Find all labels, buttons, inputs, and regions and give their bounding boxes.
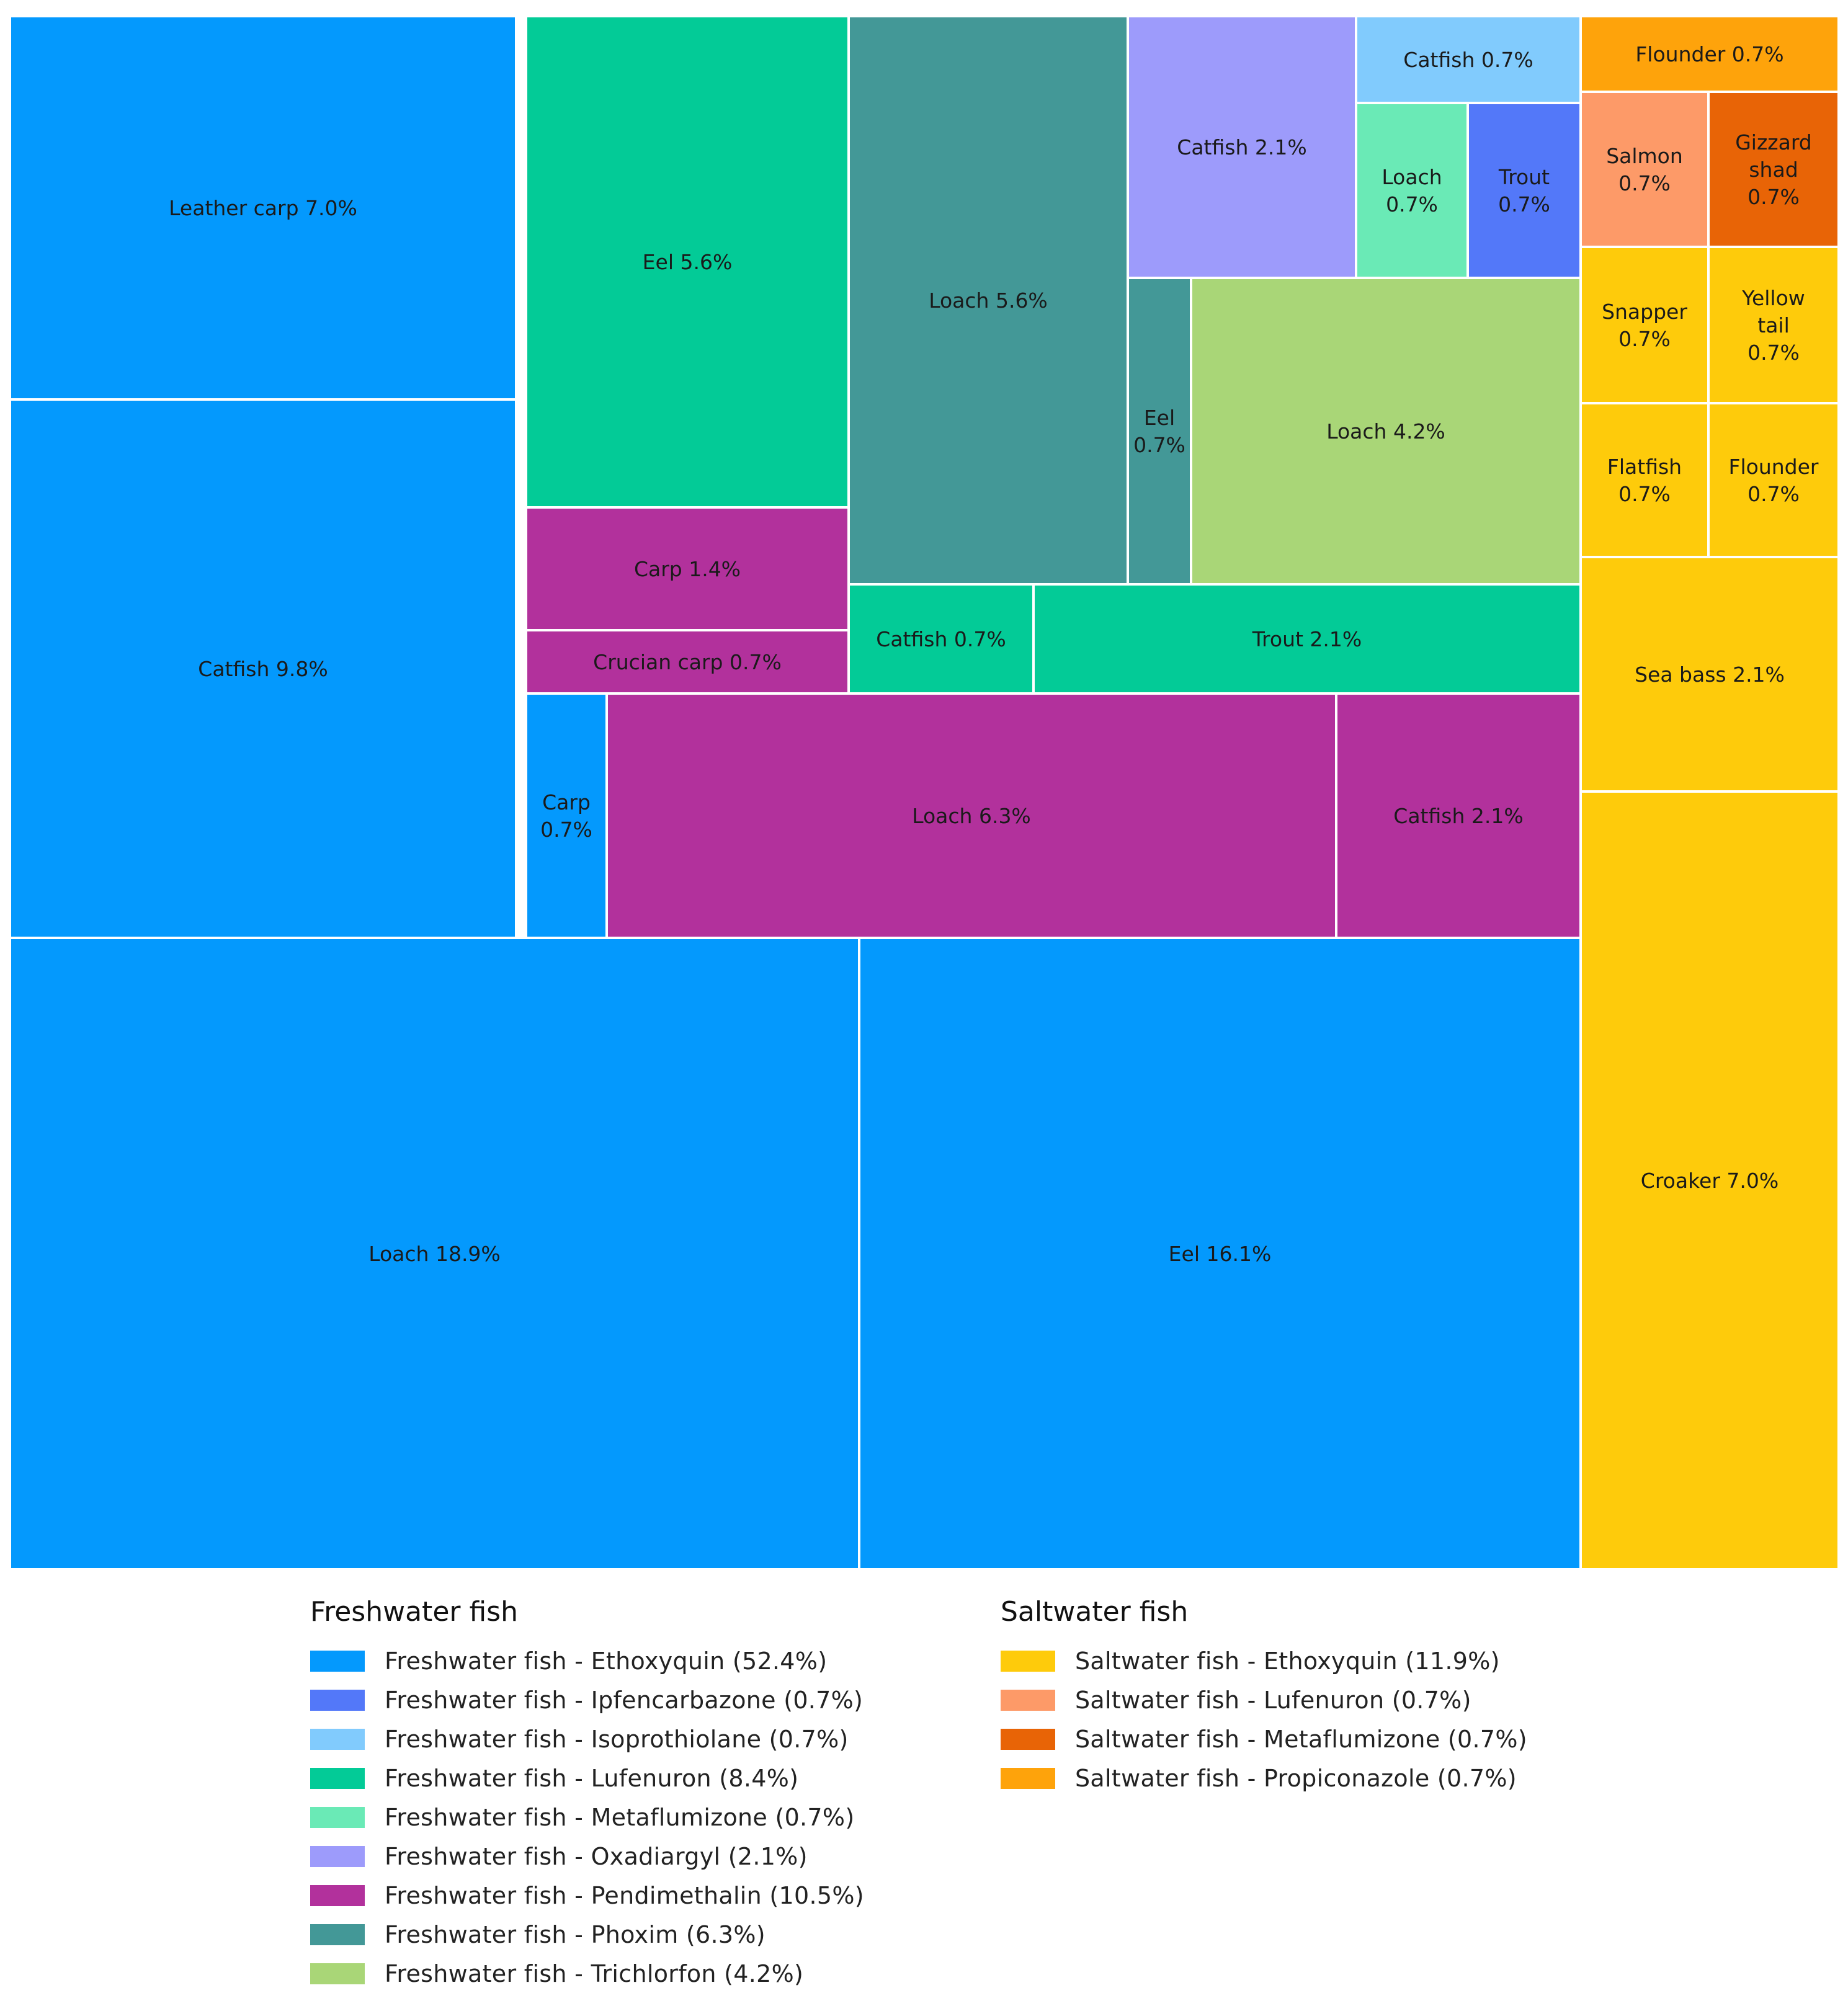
treemap-label-freshwater-fish-phoxim-loach: Loach 5.6% (929, 288, 1048, 313)
legend-item-fw-ipfencarbazone[interactable]: Freshwater fish - Ipfencarbazone (0.7%) (310, 1680, 864, 1719)
treemap-tile-freshwater-fish-metaflumizone-loach (1355, 102, 1469, 279)
treemap-label-saltwater-fish-ethoxyquin-snapper: Snapper 0.7% (1602, 300, 1687, 351)
treemap-tile-saltwater-fish-metaflumizone-gizzard-shad (1707, 91, 1840, 248)
treemap-tile-saltwater-fish-ethoxyquin-yellow-tail (1707, 246, 1840, 404)
legend-swatch (310, 1806, 365, 1828)
treemap-tile-saltwater-fish-ethoxyquin-flounder (1707, 402, 1840, 558)
treemap-label-freshwater-fish-pendimethalin-catfish: Catfish 2.1% (1393, 804, 1523, 828)
treemap-tile-freshwater-fish-lufenuron-catfish (847, 583, 1035, 695)
legend-item-fw-phoxim[interactable]: Freshwater fish - Phoxim (6.3%) (310, 1915, 864, 1954)
treemap-tile-freshwater-fish-ethoxyquin-leather-carp (9, 15, 517, 401)
treemap-label-saltwater-fish-ethoxyquin-flatfish: Flatfish 0.7% (1607, 455, 1682, 506)
legend-label: Freshwater fish - Isoprothiolane (0.7%) (385, 1725, 849, 1753)
legend-label: Freshwater fish - Ipfencarbazone (0.7%) (385, 1686, 864, 1714)
treemap-label-freshwater-fish-trichlorfon-loach: Loach 4.2% (1326, 419, 1445, 444)
treemap-tile-freshwater-fish-ethoxyquin-carp (525, 692, 608, 939)
legend-title-freshwater: Freshwater fish (310, 1596, 518, 1628)
treemap-label-freshwater-fish-ethoxyquin-carp: Carp 0.7% (540, 790, 592, 842)
legend-item-fw-pendimethalin[interactable]: Freshwater fish - Pendimethalin (10.5%) (310, 1876, 864, 1915)
treemap-tile-freshwater-fish-phoxim-eel (1127, 277, 1192, 586)
legend-label: Saltwater fish - Propiconazole (0.7%) (1075, 1764, 1517, 1792)
treemap-tile-freshwater-fish-pendimethalin-carp (525, 506, 850, 631)
legend-item-sw-metaflumizone[interactable]: Saltwater fish - Metaflumizone (0.7%) (1001, 1719, 1527, 1759)
treemap-tile-freshwater-fish-pendimethalin-loach (605, 692, 1337, 939)
legend-swatch (310, 1767, 365, 1789)
treemap-label-freshwater-fish-pendimethalin-crucian-carp: Crucian carp 0.7% (593, 650, 782, 674)
treemap-tile-saltwater-fish-ethoxyquin-croaker (1579, 790, 1840, 1571)
legend-swatch (310, 1963, 365, 1984)
legend-swatch (1001, 1650, 1055, 1672)
legend-swatch (310, 1689, 365, 1711)
treemap-label-saltwater-fish-ethoxyquin-flounder: Flounder 0.7% (1729, 455, 1819, 506)
treemap-tile-saltwater-fish-ethoxyquin-snapper (1579, 246, 1710, 404)
treemap-label-saltwater-fish-lufenuron-salmon: Salmon 0.7% (1606, 144, 1683, 195)
legend-swatch (310, 1884, 365, 1906)
treemap-label-freshwater-fish-lufenuron-eel: Eel 5.6% (643, 250, 733, 274)
treemap-label-saltwater-fish-ethoxyquin-sea-bass: Sea bass 2.1% (1635, 662, 1785, 687)
legend-item-fw-ethoxyquin[interactable]: Freshwater fish - Ethoxyquin (52.4%) (310, 1641, 864, 1680)
legend-label: Freshwater fish - Ethoxyquin (52.4%) (385, 1647, 828, 1675)
treemap-tile-freshwater-fish-trichlorfon-loach (1190, 277, 1582, 586)
legend-item-fw-trichlorfon[interactable]: Freshwater fish - Trichlorfon (4.2%) (310, 1954, 864, 1993)
legend-swatch (1001, 1767, 1055, 1789)
legend-label: Freshwater fish - Phoxim (6.3%) (385, 1920, 766, 1948)
treemap-tile-freshwater-fish-phoxim-loach (847, 15, 1129, 586)
legend-label: Saltwater fish - Ethoxyquin (11.9%) (1075, 1647, 1500, 1675)
treemap-label-saltwater-fish-ethoxyquin-yellow-tail: Yellow tail 0.7% (1741, 286, 1805, 365)
legend-item-fw-oxadiargyl[interactable]: Freshwater fish - Oxadiargyl (2.1%) (310, 1837, 864, 1876)
treemap-tile-freshwater-fish-ipfencarbazone-trout (1466, 102, 1582, 279)
treemap-tile-freshwater-fish-pendimethalin-catfish (1335, 692, 1582, 939)
legend-title-saltwater: Saltwater fish (1001, 1596, 1189, 1628)
treemap-tile-freshwater-fish-oxadiargyl-catfish (1127, 15, 1357, 279)
legend-item-fw-lufenuron[interactable]: Freshwater fish - Lufenuron (8.4%) (310, 1759, 864, 1798)
treemap-label-saltwater-fish-metaflumizone-gizzard-shad: Gizzard shad 0.7% (1735, 130, 1812, 209)
legend-freshwater: Freshwater fish Freshwater fish - Ethoxy… (310, 1594, 864, 1993)
treemap-label-freshwater-fish-ethoxyquin-eel: Eel 16.1% (1169, 1242, 1272, 1266)
treemap-label-freshwater-fish-lufenuron-trout: Trout 2.1% (1252, 627, 1362, 651)
legend-label: Freshwater fish - Trichlorfon (4.2%) (385, 1960, 804, 1987)
treemap-tile-saltwater-fish-lufenuron-salmon (1579, 91, 1710, 248)
legend-swatch (1001, 1728, 1055, 1750)
treemap-label-saltwater-fish-ethoxyquin-croaker: Croaker 7.0% (1641, 1169, 1779, 1193)
treemap-label-freshwater-fish-ethoxyquin-loach: Loach 18.9% (368, 1242, 501, 1266)
legend-label: Saltwater fish - Lufenuron (0.7%) (1075, 1686, 1471, 1714)
legend-swatch (1001, 1689, 1055, 1711)
treemap-label-freshwater-fish-ethoxyquin-leather-carp: Leather carp 7.0% (169, 196, 357, 220)
treemap-label-freshwater-fish-lufenuron-catfish: Catfish 0.7% (876, 627, 1006, 651)
legend-saltwater: Saltwater fish Saltwater fish - Ethoxyqu… (1001, 1594, 1527, 1798)
legend-swatch (310, 1650, 365, 1672)
legend-item-sw-propiconazole[interactable]: Saltwater fish - Propiconazole (0.7%) (1001, 1759, 1527, 1798)
treemap-tile-saltwater-fish-ethoxyquin-sea-bass (1579, 556, 1840, 793)
legend-item-fw-isoprothiolane[interactable]: Freshwater fish - Isoprothiolane (0.7%) (310, 1719, 864, 1759)
treemap-label-freshwater-fish-isoprothiolane-catfish: Catfish 0.7% (1403, 48, 1533, 72)
legend-swatch (310, 1845, 365, 1867)
treemap-tile-freshwater-fish-pendimethalin-crucian-carp (525, 629, 850, 695)
treemap-label-freshwater-fish-pendimethalin-carp: Carp 1.4% (634, 557, 741, 581)
legend-swatch (310, 1924, 365, 1945)
treemap-tile-saltwater-fish-propiconazole-flounder (1579, 15, 1840, 93)
treemap-tile-freshwater-fish-ethoxyquin-loach (9, 937, 860, 1571)
treemap-tile-freshwater-fish-ethoxyquin-catfish (9, 398, 517, 939)
legend-item-fw-metaflumizone[interactable]: Freshwater fish - Metaflumizone (0.7%) (310, 1798, 864, 1837)
treemap-label-freshwater-fish-oxadiargyl-catfish: Catfish 2.1% (1177, 135, 1306, 159)
legend-label: Freshwater fish - Pendimethalin (10.5%) (385, 1881, 864, 1909)
treemap-label-saltwater-fish-propiconazole-flounder: Flounder 0.7% (1635, 42, 1783, 66)
legend-item-sw-lufenuron[interactable]: Saltwater fish - Lufenuron (0.7%) (1001, 1680, 1527, 1719)
legend-label: Saltwater fish - Metaflumizone (0.7%) (1075, 1725, 1527, 1753)
treemap-chart: Leather carp 7.0% Catfish 9.8% Carp 0.7% Loa… (9, 15, 1840, 1571)
legend-label: Freshwater fish - Metaflumizone (0.7%) (385, 1803, 855, 1831)
treemap-label-freshwater-fish-metaflumizone-loach: Loach 0.7% (1382, 165, 1442, 216)
treemap-label-freshwater-fish-ipfencarbazone-trout: Trout 0.7% (1498, 165, 1550, 216)
legend-label: Freshwater fish - Oxadiargyl (2.1%) (385, 1842, 808, 1870)
legend-item-sw-ethoxyquin[interactable]: Saltwater fish - Ethoxyquin (11.9%) (1001, 1641, 1527, 1680)
treemap-label-freshwater-fish-ethoxyquin-catfish: Catfish 9.8% (198, 657, 328, 681)
treemap-label-freshwater-fish-pendimethalin-loach: Loach 6.3% (912, 804, 1031, 828)
legend-swatch (310, 1728, 365, 1750)
legend-label: Freshwater fish - Lufenuron (8.4%) (385, 1764, 799, 1792)
treemap-tile-saltwater-fish-ethoxyquin-flatfish (1579, 402, 1710, 558)
treemap-label-freshwater-fish-phoxim-eel: Eel 0.7% (1133, 406, 1185, 457)
